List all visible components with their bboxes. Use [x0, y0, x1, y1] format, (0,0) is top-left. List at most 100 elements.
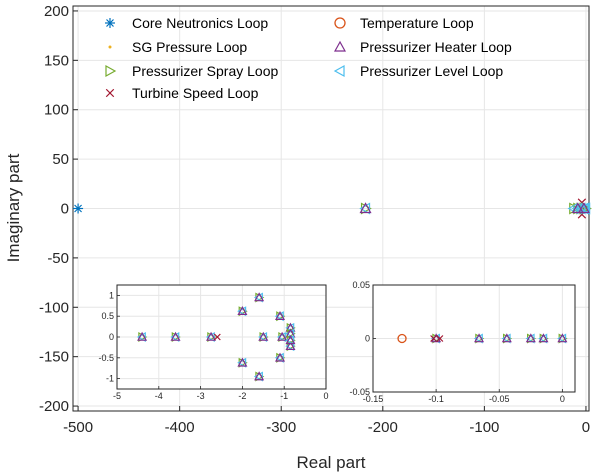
legend-marker — [334, 17, 346, 29]
inset-data-point — [436, 335, 444, 342]
inset-data-point — [397, 333, 407, 344]
inset-x-tick-label: -0.05 — [489, 394, 510, 404]
inset-x-tick-label: 0 — [560, 394, 565, 404]
legend-item: SG Pressure Loop — [108, 39, 247, 55]
inset-x-tick-label: -4 — [155, 391, 163, 401]
inset-data-point — [254, 292, 265, 302]
legend-marker — [105, 18, 115, 28]
data-point — [359, 202, 372, 214]
data-point — [577, 202, 590, 214]
x-tick-label: -400 — [165, 419, 195, 436]
inset-data-point — [136, 331, 146, 343]
inset-data-point — [237, 306, 247, 317]
y-tick-label: -50 — [47, 250, 69, 267]
inset-data-point — [206, 331, 217, 341]
inset-x-tick-label: -1 — [280, 391, 288, 401]
legend-item: Pressurizer Spray Loop — [105, 63, 279, 79]
legend-label: Pressurizer Level Loop — [360, 63, 503, 79]
legend-item: Pressurizer Heater Loop — [333, 39, 512, 55]
inset-data-point — [285, 341, 295, 352]
inset-data-point — [275, 352, 286, 362]
x-tick-label: -500 — [63, 419, 93, 436]
inset-data-point — [253, 371, 263, 382]
y-tick-label: 150 — [44, 52, 69, 69]
inset-data-point — [501, 333, 512, 343]
y-tick-label: 0 — [61, 201, 69, 218]
inset-x-tick-label: -0.15 — [363, 394, 384, 404]
inset-x-tick-label: -0.1 — [428, 394, 444, 404]
legend-label: SG Pressure Loop — [132, 39, 247, 55]
inset-data-point — [525, 333, 536, 343]
x-tick-label: -100 — [469, 419, 499, 436]
y-tick-label: -150 — [39, 349, 69, 366]
legend-marker — [105, 88, 115, 98]
y-tick-label: 100 — [44, 102, 69, 119]
data-point — [359, 202, 371, 215]
inset-y-tick-label: -0.05 — [349, 387, 370, 397]
legend-label: Temperature Loop — [360, 15, 474, 31]
x-tick-label: 0 — [582, 419, 590, 436]
legend-item: Temperature Loop — [334, 15, 474, 31]
inset-y-tick-label: 0.05 — [352, 280, 370, 290]
inset-y-tick-label: -1 — [106, 374, 114, 384]
legend-label: Turbine Speed Loop — [132, 85, 259, 101]
inset-data-point — [170, 331, 181, 341]
inset-x-tick-label: -2 — [238, 391, 246, 401]
inset-data-point — [430, 335, 438, 342]
inset-data-point — [473, 333, 483, 344]
inset-frame — [116, 284, 327, 390]
inset-data-point — [525, 333, 535, 344]
inset-data-point — [538, 333, 548, 344]
y-tick-label: -200 — [39, 398, 69, 415]
inset-data-point — [501, 333, 511, 344]
data-point — [73, 203, 84, 214]
y-tick-label: -100 — [39, 299, 69, 316]
legend-marker — [333, 64, 345, 78]
legend-marker — [108, 45, 112, 49]
inset-x-tick-label: 0 — [323, 391, 328, 401]
inset-data-point — [285, 328, 295, 339]
legend-marker — [333, 40, 347, 52]
data-point — [571, 202, 584, 214]
legend-marker — [105, 64, 117, 78]
y-tick-label: 200 — [44, 3, 69, 20]
inset-y-tick-label: -0.5 — [98, 353, 114, 363]
inset-data-point — [170, 331, 180, 343]
inset-data-point — [557, 333, 567, 344]
legend-label: Pressurizer Spray Loop — [132, 63, 279, 79]
legend: Core Neutronics Loop Temperature Loop SG P… — [105, 15, 512, 101]
inset-data-point — [274, 352, 284, 363]
x-tick-label: -200 — [368, 419, 398, 436]
x-tick-label: -300 — [266, 419, 296, 436]
inset-data-point — [285, 335, 295, 346]
x-axis-label: Real part — [297, 453, 366, 472]
main-data-points — [73, 198, 592, 219]
inset-data-point — [258, 331, 268, 343]
inset-data-point — [474, 333, 485, 343]
inset-data-point — [274, 311, 284, 322]
inset-y-tick-label: 0.5 — [101, 311, 114, 321]
inset-frame — [372, 284, 576, 393]
legend-label: Pressurizer Heater Loop — [360, 39, 512, 55]
inset-right: -0.15 -0.1 -0.05 0 0.05 0 -0.05 — [349, 280, 576, 404]
inset-data-point — [237, 357, 248, 367]
inset-y-tick-label: 0 — [109, 332, 114, 342]
main-ticks: -500 -400 -300 -200 -100 0200150100500-50-100… — [39, 3, 590, 436]
inset-data-point — [258, 331, 269, 341]
inset-left: -5 -4 -3 -2 -1 0 1 0.5 0 -0.5 -1 — [98, 284, 329, 401]
inset-data-point — [276, 331, 286, 343]
inset-data-point — [277, 331, 288, 341]
inset-data-point — [557, 333, 568, 343]
inset-data-point — [285, 340, 296, 350]
inset-data-point — [275, 310, 286, 320]
legend-label: Core Neutronics Loop — [132, 15, 268, 31]
inset-x-tick-label: -5 — [113, 391, 121, 401]
inset-y-tick-label: 1 — [109, 290, 114, 300]
inset-data-point — [254, 371, 265, 381]
inset-data-point — [285, 335, 296, 345]
inset-data-point — [213, 333, 221, 341]
y-tick-label: 50 — [52, 151, 69, 168]
inset-data-point — [137, 331, 148, 341]
legend-item: Pressurizer Level Loop — [333, 63, 503, 79]
y-axis-label: Imaginary part — [4, 153, 23, 262]
